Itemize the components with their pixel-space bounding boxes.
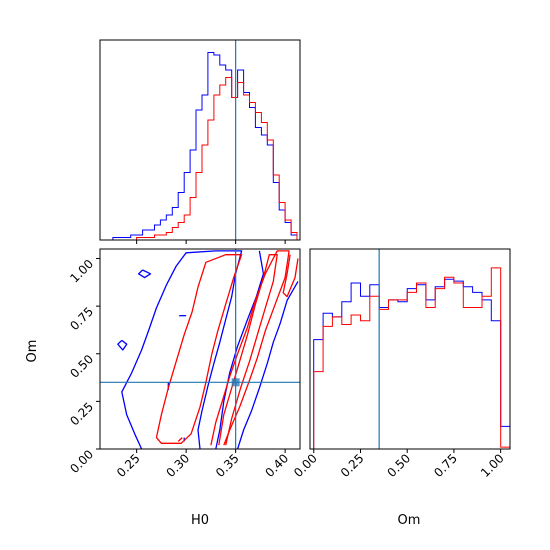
contour-red	[210, 250, 290, 446]
y-tick-label: 1.00	[67, 257, 96, 286]
contour-blue	[215, 250, 265, 449]
contour-frame	[99, 248, 301, 450]
x-tick-label: 0.75	[431, 451, 460, 480]
x-tick-label: 0.40	[262, 451, 291, 480]
x-tick-label: 0.35	[213, 451, 242, 480]
contour-blue	[117, 339, 128, 351]
h0-histogram-blue-series	[112, 52, 298, 240]
x-tick-label: 1.00	[478, 451, 507, 480]
y-tick-label: 0.25	[67, 400, 96, 429]
y-tick-label: 0.50	[67, 352, 96, 381]
contour-red	[155, 254, 243, 444]
y-tick-label: 0.00	[67, 447, 96, 476]
x-tick-label: 0.00	[291, 451, 320, 480]
om-histogram-frame	[309, 248, 511, 450]
contour-red	[218, 254, 278, 446]
contour-blue	[137, 269, 152, 279]
x-tick-label: 0.25	[114, 451, 143, 480]
h0-histogram-frame	[99, 39, 301, 241]
truth-marker	[231, 378, 240, 387]
contour-red	[177, 437, 183, 442]
x-axis-label-h0: H0	[191, 513, 209, 528]
x-tick-label: 0.25	[338, 451, 367, 480]
contour-blue	[236, 281, 299, 449]
om-histogram-red-series	[310, 267, 510, 449]
contour-red	[282, 254, 299, 298]
panel-h0-om-contour: 0.25 0.30 0.35 0.40 0.00 0.25 0.50 0.75 1.00	[67, 248, 301, 480]
x-axis-label-om: Om	[398, 513, 421, 528]
h0-histogram-red-series	[112, 77, 298, 240]
om-histogram-blue-series	[310, 278, 510, 449]
y-tick-label: 0.75	[67, 304, 96, 333]
x-tick-label: 0.50	[385, 451, 414, 480]
panel-h0-histogram	[99, 39, 301, 244]
y-axis-label-om: Om	[25, 340, 40, 363]
panel-om-histogram: 0.00 0.25 0.50 0.75 1.00	[291, 248, 511, 480]
x-tick-label: 0.30	[163, 451, 192, 480]
